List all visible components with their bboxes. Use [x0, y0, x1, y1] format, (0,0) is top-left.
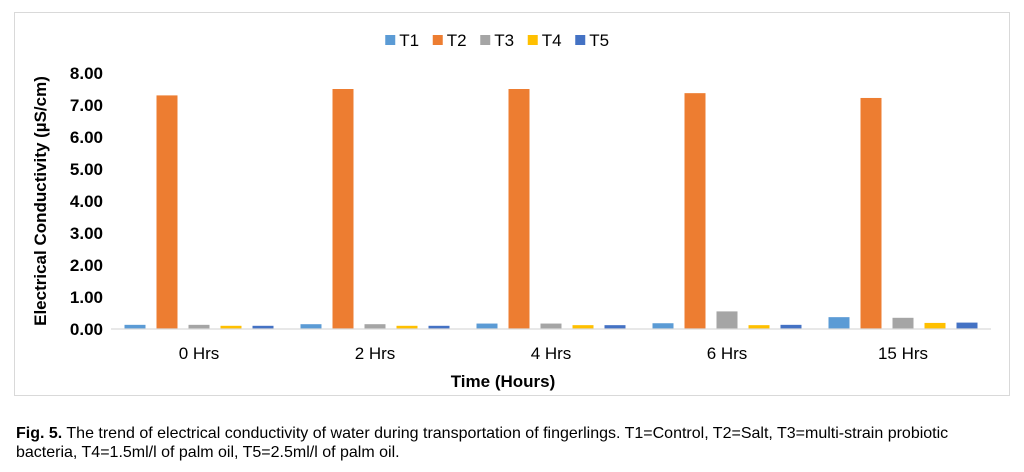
- legend-swatch-t2: [432, 35, 443, 45]
- legend-label-t4: T4: [542, 31, 562, 50]
- y-tick-label: 6.00: [70, 128, 103, 147]
- legend-swatch-t4: [527, 35, 538, 45]
- bar-chart: T1 T2 T3 T4 T5 0.00 1.00 2.00 3.00 4.00 5.00 6.00 7…: [31, 31, 991, 391]
- legend-label-t3: T3: [494, 31, 514, 50]
- y-tick-label: 1.00: [70, 288, 103, 307]
- bar-t5-1: [428, 325, 450, 329]
- x-tick-label: 0 Hrs: [179, 344, 220, 363]
- legend-swatch-t3: [480, 35, 491, 45]
- bar-t5-0: [252, 325, 274, 329]
- x-tick-label: 2 Hrs: [355, 344, 396, 363]
- bar-t5-3: [780, 324, 802, 329]
- bar-t4-4: [924, 322, 946, 329]
- bar-t5-4: [956, 322, 978, 329]
- bar-t2-3: [684, 93, 706, 329]
- x-tick-label: 6 Hrs: [707, 344, 748, 363]
- x-axis-ticks: 0 Hrs 2 Hrs 4 Hrs 6 Hrs 15 Hrs: [179, 344, 928, 363]
- bar-t3-1: [364, 324, 386, 329]
- figure-caption: Fig. 5. The trend of electrical conducti…: [16, 424, 1006, 462]
- bar-t4-0: [220, 325, 242, 329]
- x-tick-label: 15 Hrs: [878, 344, 928, 363]
- y-axis-title: Electrical Conductivity (µS/cm): [31, 76, 50, 326]
- bar-t2-0: [156, 95, 178, 330]
- bar-t5-2: [604, 325, 626, 329]
- legend-label-t2: T2: [447, 31, 467, 50]
- bar-t1-4: [828, 317, 850, 329]
- bar-t3-3: [716, 311, 738, 329]
- bar-t4-3: [748, 325, 770, 329]
- bar-t1-0: [124, 324, 146, 329]
- bar-t1-2: [476, 323, 498, 329]
- y-axis-ticks: 0.00 1.00 2.00 3.00 4.00 5.00 6.00 7.00 8.00: [70, 64, 103, 339]
- y-tick-label: 7.00: [70, 96, 103, 115]
- legend-label-t5: T5: [589, 31, 609, 50]
- y-tick-label: 8.00: [70, 64, 103, 83]
- x-axis-title: Time (Hours): [451, 372, 556, 391]
- y-tick-label: 2.00: [70, 256, 103, 275]
- bar-t2-2: [508, 89, 530, 329]
- y-tick-label: 5.00: [70, 160, 103, 179]
- bar-t4-2: [572, 325, 594, 329]
- caption-text: The trend of electrical conductivity of …: [16, 425, 949, 461]
- legend-label-t1: T1: [399, 31, 419, 50]
- caption-label: Fig. 5.: [16, 425, 63, 442]
- bars: [124, 89, 978, 330]
- bar-t1-3: [652, 323, 674, 329]
- y-tick-label: 3.00: [70, 224, 103, 243]
- bar-t4-1: [396, 325, 418, 329]
- bar-t1-1: [300, 324, 322, 329]
- bar-t2-4: [860, 97, 882, 330]
- legend-swatch-t5: [575, 35, 586, 45]
- bar-t3-4: [892, 317, 914, 329]
- chart-frame: T1 T2 T3 T4 T5 0.00 1.00 2.00 3.00 4.00 5.00 6.00 7…: [14, 12, 1010, 396]
- y-tick-label: 0.00: [70, 320, 103, 339]
- bar-t3-2: [540, 323, 562, 329]
- bar-t2-1: [332, 89, 354, 329]
- bar-t3-0: [188, 324, 210, 329]
- y-tick-label: 4.00: [70, 192, 103, 211]
- legend: T1 T2 T3 T4 T5: [385, 31, 609, 50]
- x-tick-label: 4 Hrs: [531, 344, 572, 363]
- legend-swatch-t1: [385, 35, 396, 45]
